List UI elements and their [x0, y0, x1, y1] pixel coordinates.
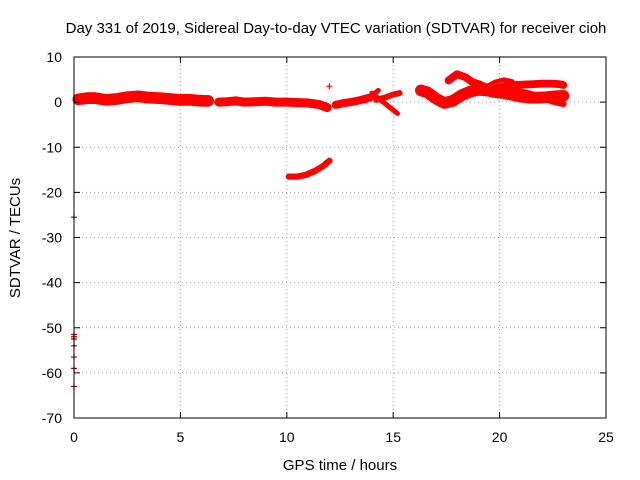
data-band — [373, 90, 403, 103]
y-tick-label: -30 — [42, 230, 62, 246]
y-tick-label: -50 — [42, 320, 62, 336]
x-tick-label: 15 — [385, 429, 401, 445]
data-band — [285, 157, 333, 180]
axes: 0 5 10 15 20 25 10 0 -10 -20 -30 -40 -50 -60 -70 — [42, 49, 614, 445]
y-tick-label: -40 — [42, 275, 62, 291]
x-tick-label: 5 — [177, 429, 185, 445]
y-tick-label: -60 — [42, 365, 62, 381]
y-axis-label: SDTVAR / TECUs — [7, 178, 24, 298]
x-tick-label: 10 — [279, 429, 295, 445]
data-point — [326, 83, 333, 90]
data-points — [71, 70, 570, 390]
chart-title: Day 331 of 2019, Sidereal Day-to-day VTE… — [66, 20, 607, 37]
grid — [74, 57, 606, 418]
y-tick-label: -70 — [42, 410, 62, 426]
y-tick-label: -20 — [42, 184, 62, 200]
x-tick-label: 0 — [70, 429, 78, 445]
y-tick-label: -10 — [42, 139, 62, 155]
x-axis-label: GPS time / hours — [283, 457, 397, 474]
data-band — [484, 77, 515, 89]
x-tick-label: 20 — [492, 429, 508, 445]
y-tick-label: 0 — [54, 94, 62, 110]
data-band — [214, 96, 332, 112]
data-band — [369, 90, 400, 116]
y-tick-label: 10 — [46, 49, 62, 65]
data-band — [72, 90, 214, 107]
x-tick-label: 25 — [598, 429, 614, 445]
